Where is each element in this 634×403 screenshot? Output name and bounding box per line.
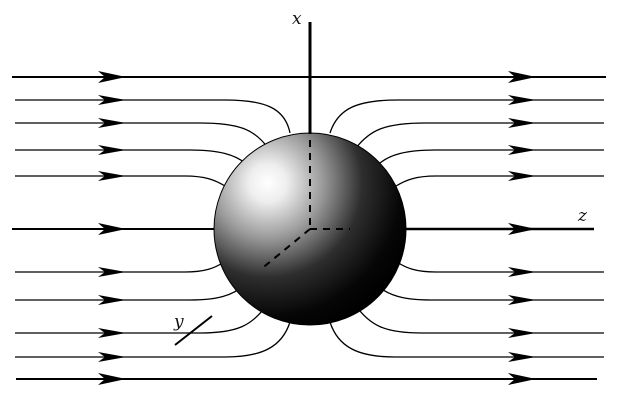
arrow-icon xyxy=(98,118,126,128)
coordinate-axes xyxy=(174,22,594,346)
arrow-icon xyxy=(508,328,536,338)
streamline-upper-4 xyxy=(15,175,604,187)
streamline-upper-3 xyxy=(15,149,604,164)
arrow-icon xyxy=(508,95,536,105)
arrow-icon xyxy=(508,267,536,277)
arrow-icon xyxy=(508,295,536,305)
arrow-icon xyxy=(508,118,536,128)
streamline-upper-1 xyxy=(15,99,604,134)
arrow-icon xyxy=(98,328,126,338)
arrow-icon xyxy=(508,171,536,181)
arrow-icon xyxy=(98,95,126,105)
arrow-icon xyxy=(98,373,126,385)
arrow-icon xyxy=(508,145,536,155)
streamline-lower-4 xyxy=(15,321,604,358)
z-axis-label: z xyxy=(577,206,588,226)
streamline-upper-2 xyxy=(15,122,604,149)
arrow-icon xyxy=(508,352,536,362)
y-axis-label: y xyxy=(173,312,184,332)
arrow-icon xyxy=(98,223,126,235)
arrow-icon xyxy=(98,171,126,181)
y-axis-hidden xyxy=(259,228,311,271)
arrow-icon xyxy=(98,71,126,83)
x-axis-label: x xyxy=(292,9,302,29)
arrow-icon xyxy=(98,295,126,305)
arrow-icon xyxy=(508,373,536,385)
arrow-icon xyxy=(98,145,126,155)
arrow-icon xyxy=(98,352,126,362)
arrow-icon xyxy=(98,267,126,277)
arrow-icon xyxy=(508,71,536,83)
y-axis xyxy=(174,315,213,346)
